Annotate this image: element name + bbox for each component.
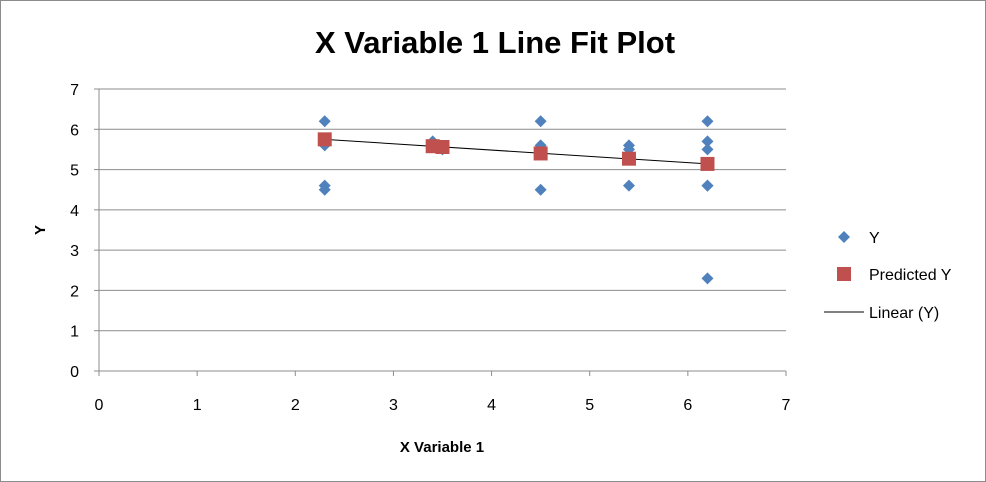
plot-area-series — [317, 115, 715, 285]
gridlines — [99, 88, 786, 332]
point-predicted-y — [700, 156, 715, 171]
point-y — [318, 115, 331, 128]
y-tick-label: 4 — [70, 203, 79, 220]
x-tick-label: 0 — [95, 397, 104, 414]
y-tick-label: 3 — [70, 243, 79, 260]
y-tick-label: 1 — [70, 324, 79, 341]
x-tick-label: 3 — [389, 397, 398, 414]
x-tick-label: 4 — [487, 397, 496, 414]
axes: 0 1 2 3 4 5 6 7 0 1 2 3 4 5 6 7 — [70, 82, 790, 414]
point-predicted-y — [317, 132, 332, 147]
legend-marker-diamond — [838, 231, 850, 243]
legend-entry-linear-y: Linear (Y) — [824, 305, 939, 322]
legend-entry-predicted-y: Predicted Y — [837, 267, 952, 284]
y-tick-label: 7 — [70, 82, 79, 99]
x-tick-label: 2 — [291, 397, 300, 414]
point-y — [318, 183, 331, 196]
legend-label-predicted-y: Predicted Y — [869, 267, 952, 284]
point-predicted-y — [621, 151, 636, 166]
y-axis-title: Y — [32, 225, 49, 235]
x-axis-title: X Variable 1 — [400, 439, 484, 456]
legend-label-y: Y — [869, 230, 880, 247]
legend: Y Predicted Y Linear (Y) — [824, 230, 952, 322]
x-tick-label: 5 — [585, 397, 594, 414]
y-tick-label: 6 — [70, 122, 79, 139]
y-tick-label: 0 — [70, 364, 79, 381]
point-y — [701, 135, 714, 148]
point-predicted-y — [533, 146, 548, 161]
y-tick-label: 2 — [70, 283, 79, 300]
x-tick-label: 6 — [683, 397, 692, 414]
point-y — [701, 115, 714, 128]
legend-label-linear-y: Linear (Y) — [869, 305, 939, 322]
point-y — [534, 183, 547, 196]
point-y — [622, 179, 635, 192]
y-tick-label: 5 — [70, 163, 79, 180]
point-predicted-y — [435, 140, 450, 155]
point-y — [534, 115, 547, 128]
chart-title: X Variable 1 Line Fit Plot — [315, 25, 675, 60]
legend-entry-y: Y — [838, 230, 880, 247]
x-tick-label: 7 — [782, 397, 791, 414]
point-y — [701, 272, 714, 285]
trendline-linear-y — [324, 138, 708, 165]
point-y — [701, 179, 714, 192]
point-y — [701, 143, 714, 156]
legend-marker-square — [837, 267, 851, 281]
x-tick-label: 1 — [193, 397, 202, 414]
